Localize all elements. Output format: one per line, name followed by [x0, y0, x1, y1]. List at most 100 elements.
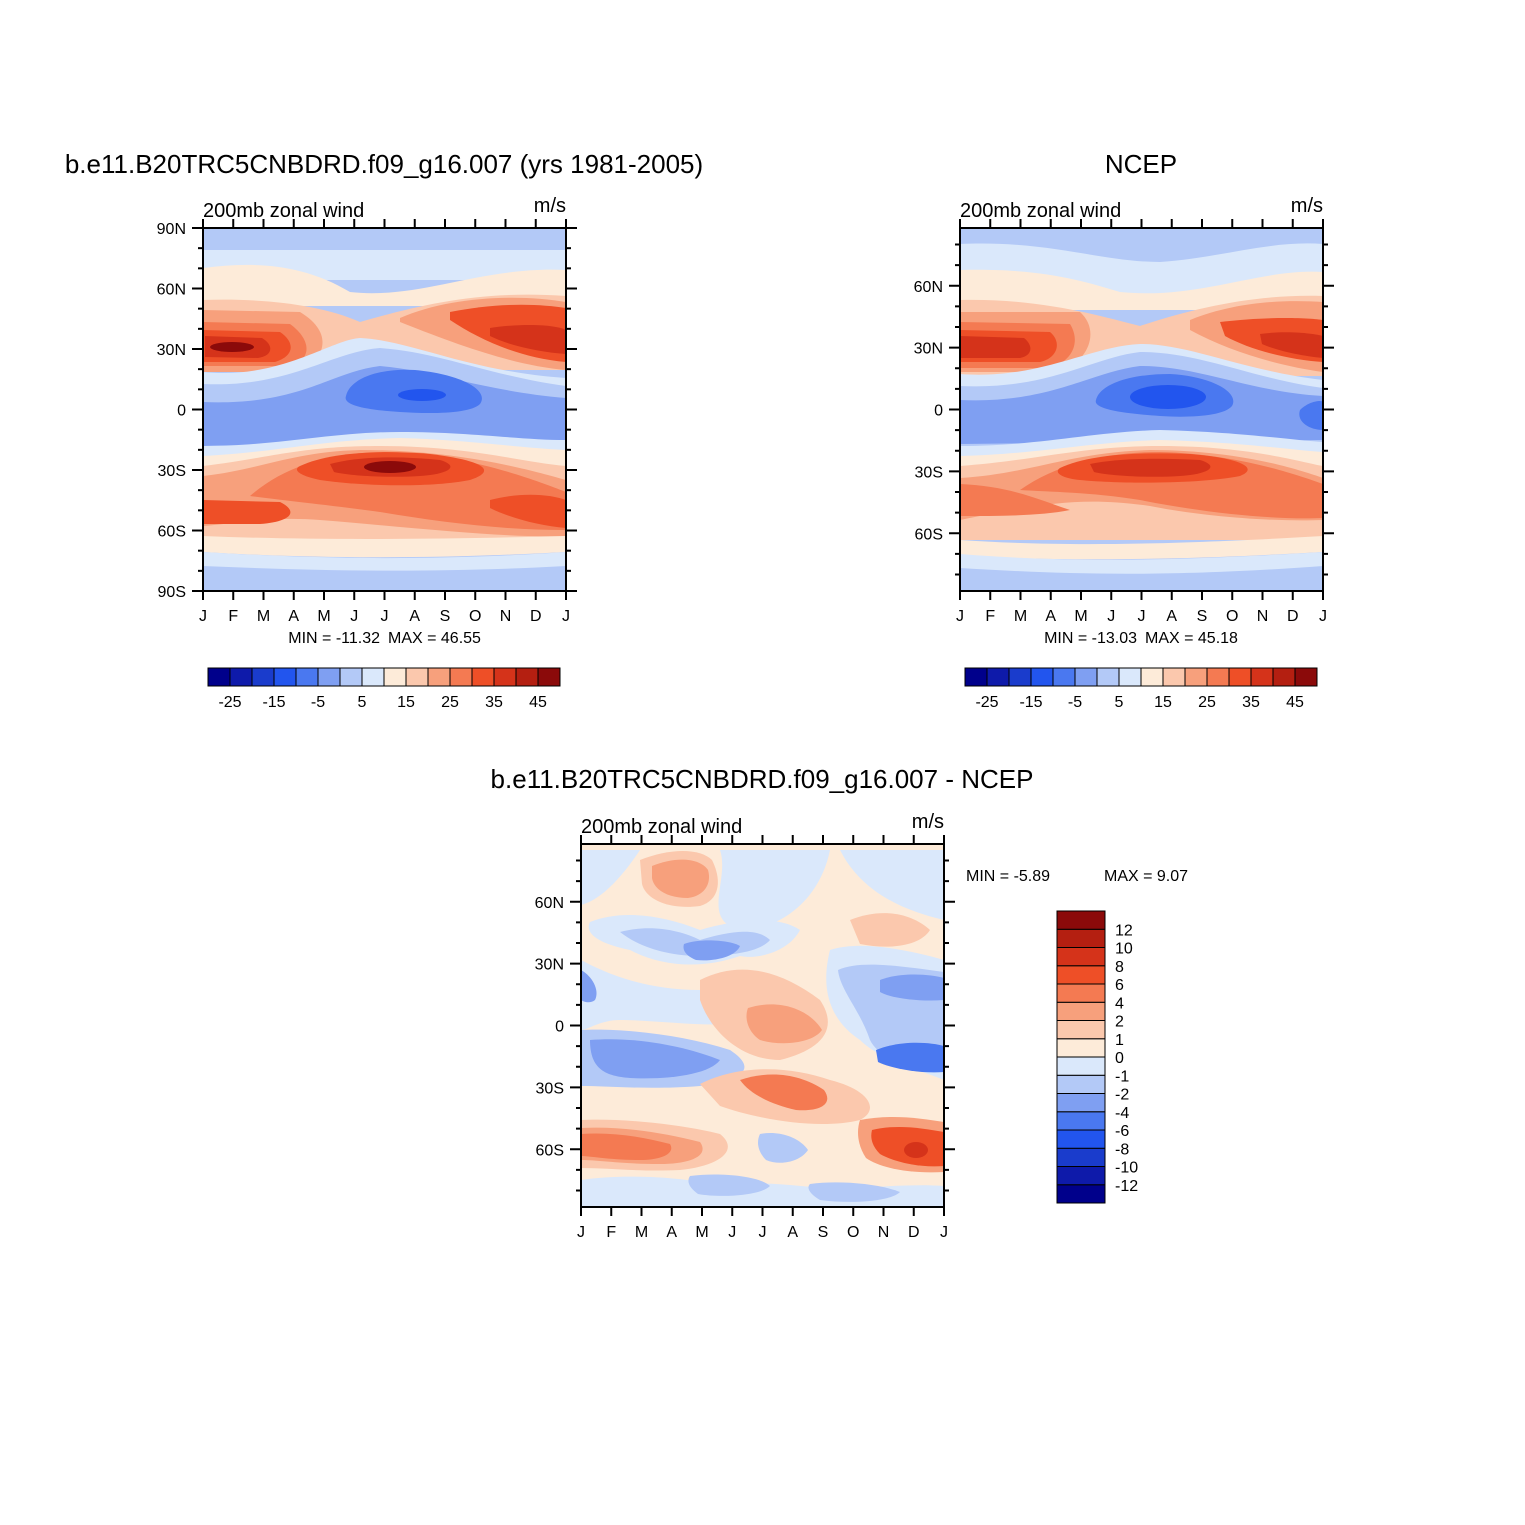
colorbar-label: 8	[1115, 959, 1124, 976]
colorbar-swatch	[537, 667, 561, 687]
colorbar-label: 5	[1115, 694, 1124, 711]
colorbar-swatch	[1272, 667, 1296, 687]
x-tick-label: A	[1045, 608, 1056, 625]
colorbar-swatch	[1074, 667, 1098, 687]
colorbar-label: 35	[485, 694, 503, 711]
panel-difference-min-label: MIN = -5.89	[966, 868, 1050, 885]
colorbar-label: 15	[1154, 694, 1172, 711]
x-tick-label: A	[1166, 608, 1177, 625]
x-tick-label: N	[878, 1224, 890, 1241]
y-tick-label: 60N	[157, 282, 186, 299]
x-tick-label: J	[940, 1224, 948, 1241]
colorbar-swatch	[1056, 1093, 1106, 1113]
x-tick-label: S	[1197, 608, 1208, 625]
x-tick-label: N	[1257, 608, 1269, 625]
colorbar-swatch	[1052, 667, 1076, 687]
colorbar-swatch	[207, 667, 231, 687]
colorbar-label: -5	[1068, 694, 1082, 711]
panel-ncep-colorbar: -25 -15 -5 5 15 25 35 45	[964, 667, 1318, 711]
colorbar-swatch	[964, 667, 988, 687]
panel-ncep-variable-label: 200mb zonal wind	[960, 200, 1121, 222]
colorbar-swatch	[1056, 928, 1106, 948]
colorbar-swatch	[405, 667, 429, 687]
colorbar-swatch	[1096, 667, 1120, 687]
colorbar-swatch	[317, 667, 341, 687]
y-tick-label: 60S	[915, 526, 943, 543]
colorbar-swatch	[339, 667, 363, 687]
colorbar-swatch	[1118, 667, 1142, 687]
y-tick-label: 30N	[914, 341, 943, 358]
colorbar-swatch	[1056, 1020, 1106, 1040]
colorbar-swatch	[295, 667, 319, 687]
colorbar-label: -6	[1115, 1123, 1129, 1140]
colorbar-swatch	[1056, 1184, 1106, 1204]
colorbar-label: 5	[358, 694, 367, 711]
colorbar-label: -4	[1115, 1105, 1129, 1122]
colorbar-label: -10	[1115, 1160, 1138, 1177]
colorbar-swatch	[229, 667, 253, 687]
x-tick-label: J	[381, 608, 389, 625]
x-tick-label: M	[257, 608, 270, 625]
x-tick-label: J	[759, 1224, 767, 1241]
colorbar-label: 10	[1115, 941, 1133, 958]
colorbar-swatch	[1206, 667, 1230, 687]
colorbar-swatch	[1056, 1129, 1106, 1149]
colorbar-swatch	[1056, 1111, 1106, 1131]
colorbar-label: 0	[1115, 1050, 1124, 1067]
panel-difference-contours	[581, 844, 944, 1207]
x-tick-label: O	[847, 1224, 859, 1241]
colorbar-label: -15	[1019, 694, 1042, 711]
x-tick-label: A	[666, 1224, 677, 1241]
colorbar-label: -5	[311, 694, 325, 711]
x-tick-label: J	[577, 1224, 585, 1241]
colorbar-label: 6	[1115, 977, 1124, 994]
x-tick-label: N	[500, 608, 512, 625]
panel-model-variable-label: 200mb zonal wind	[203, 200, 364, 222]
x-tick-label: D	[1287, 608, 1299, 625]
y-tick-label: 0	[555, 1019, 564, 1036]
y-tick-label: 90N	[157, 221, 186, 238]
panel-difference-y-axis: 60N 30N 0 30S 60S	[535, 859, 955, 1192]
x-tick-label: F	[985, 608, 995, 625]
y-tick-label: 60N	[535, 895, 564, 912]
x-tick-label: O	[1226, 608, 1238, 625]
colorbar-label: -1	[1115, 1068, 1129, 1085]
panel-model: b.e11.B20TRC5CNBDRD.f09_g16.007 (yrs 198…	[65, 149, 703, 711]
y-tick-label: 30S	[915, 464, 943, 481]
panel-ncep-units-label: m/s	[1291, 195, 1323, 217]
panel-ncep-y-axis: 60N 30N 0 30S 60S	[914, 243, 1334, 576]
colorbar-swatch	[1056, 1056, 1106, 1076]
colorbar-label: 15	[397, 694, 415, 711]
x-tick-label: M	[317, 608, 330, 625]
colorbar-swatch	[449, 667, 473, 687]
colorbar-swatch	[1056, 910, 1106, 930]
y-tick-label: 0	[934, 403, 943, 420]
colorbar-swatch	[1140, 667, 1164, 687]
colorbar-label: 2	[1115, 1014, 1124, 1031]
x-tick-label: J	[562, 608, 570, 625]
x-tick-label: F	[228, 608, 238, 625]
panel-ncep-min-label: MIN = -13.03	[1044, 630, 1137, 647]
colorbar-label: -25	[975, 694, 998, 711]
colorbar-swatch	[427, 667, 451, 687]
panel-ncep-contours	[960, 228, 1323, 591]
colorbar-label: 45	[529, 694, 547, 711]
x-tick-label: M	[635, 1224, 648, 1241]
x-tick-label: A	[409, 608, 420, 625]
colorbar-swatch	[1228, 667, 1252, 687]
colorbar-swatch	[273, 667, 297, 687]
colorbar-swatch	[1056, 1147, 1106, 1167]
x-tick-label: A	[787, 1224, 798, 1241]
colorbar-label: 45	[1286, 694, 1304, 711]
x-tick-label: J	[728, 1224, 736, 1241]
colorbar-label: -8	[1115, 1141, 1129, 1158]
x-tick-label: S	[440, 608, 451, 625]
colorbar-swatch	[1162, 667, 1186, 687]
colorbar-label: 4	[1115, 995, 1124, 1012]
panel-model-y-axis: 90N 60N 30N 0 30S 60S 90S	[157, 221, 577, 601]
colorbar-swatch	[1056, 983, 1106, 1003]
panel-difference-variable-label: 200mb zonal wind	[581, 816, 742, 838]
